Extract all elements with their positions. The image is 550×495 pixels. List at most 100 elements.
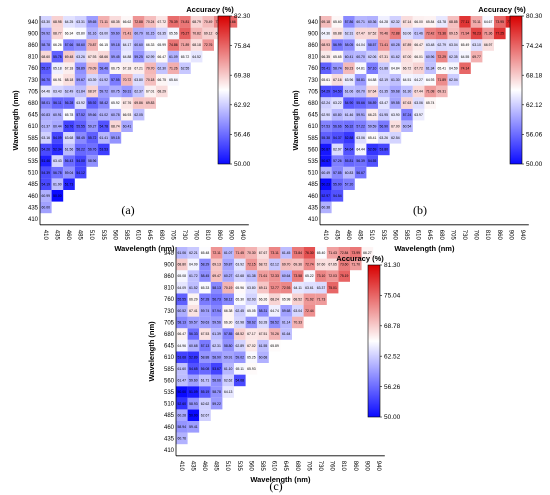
heatmap-cell bbox=[303, 305, 316, 317]
cell-value-label: 59.72 bbox=[100, 90, 109, 94]
heatmap-cell bbox=[412, 108, 425, 121]
heatmap-cell bbox=[234, 328, 246, 340]
heatmap-cell bbox=[40, 85, 52, 98]
cell-value-label: 66.29 bbox=[189, 297, 198, 301]
colorbar-tick-label: 68.78 bbox=[384, 323, 401, 330]
heatmap-cell bbox=[176, 328, 188, 340]
heatmap-cell bbox=[222, 328, 234, 340]
cell-value-label: 57.53 bbox=[322, 124, 331, 128]
cell-value-label: 61.30 bbox=[391, 78, 400, 82]
cell-value-label: 66.47 bbox=[158, 55, 167, 59]
heatmap-cell bbox=[401, 108, 413, 121]
y-tick-label: 680 bbox=[308, 101, 319, 107]
cell-value-label: 51.73 bbox=[65, 182, 74, 186]
cell-value-label: 67.41 bbox=[189, 309, 198, 313]
cell-value-label: 56.22 bbox=[76, 148, 85, 152]
heatmap-cell bbox=[187, 374, 200, 387]
cell-value-label: 67.18 bbox=[123, 66, 132, 70]
heatmap-cell bbox=[190, 50, 203, 63]
cell-value-label: 64.44 bbox=[356, 148, 365, 152]
heatmap-cell bbox=[74, 120, 87, 132]
cell-value-label: 61.30 bbox=[403, 90, 412, 94]
cell-value-label: 57.24 bbox=[403, 113, 412, 117]
heatmap-cell bbox=[378, 85, 390, 98]
cell-value-label: 67.93 bbox=[88, 55, 97, 59]
cell-value-label: 60.75 bbox=[111, 90, 120, 94]
heatmap-cell bbox=[389, 16, 402, 28]
cell-value-label: 71.45 bbox=[236, 251, 245, 255]
cell-value-label: 61.07 bbox=[224, 251, 233, 255]
cell-value-label: 67.14 bbox=[403, 20, 412, 24]
cell-value-label: 60.71 bbox=[356, 20, 365, 24]
cell-value-label: 64.67 bbox=[484, 20, 493, 24]
cell-value-label: 70.87 bbox=[88, 43, 97, 47]
heatmap-cell bbox=[156, 85, 168, 98]
heatmap-cell bbox=[63, 108, 75, 121]
heatmap-cell bbox=[389, 132, 402, 144]
cell-value-label: 65.49 bbox=[461, 43, 470, 47]
x-tick-label: 535 bbox=[236, 461, 242, 472]
heatmap-cell bbox=[176, 397, 188, 410]
heatmap-cell bbox=[320, 74, 332, 86]
cell-value-label: 64.13 bbox=[224, 390, 233, 394]
x-tick-label: 900 bbox=[227, 230, 233, 241]
cell-value-label: 67.47 bbox=[356, 32, 365, 36]
cell-value-label: 64.88 bbox=[123, 55, 132, 59]
cell-value-label: 58.74 bbox=[333, 66, 342, 70]
heatmap-cell bbox=[210, 339, 223, 352]
cell-value-label: 67.53 bbox=[201, 332, 210, 336]
heatmap-cell bbox=[245, 316, 258, 329]
cell-value-label: 71.94 bbox=[461, 32, 470, 36]
heatmap-cell bbox=[190, 16, 203, 28]
x-tick-label: 485 bbox=[213, 461, 219, 472]
heatmap-cell bbox=[389, 120, 402, 132]
heatmap-cell bbox=[187, 409, 200, 421]
heatmap-cell bbox=[63, 132, 75, 144]
heatmap-cell bbox=[121, 97, 133, 109]
colorbar-tick-label: 56.06 bbox=[526, 132, 543, 139]
cell-value-label: 58.78 bbox=[212, 390, 221, 394]
cell-value-label: 58.88 bbox=[201, 355, 210, 359]
heatmap-cell bbox=[436, 50, 448, 63]
cell-value-label: 59.31 bbox=[123, 90, 132, 94]
cell-value-label: 61.62 bbox=[391, 55, 400, 59]
cell-value-label: 61.10 bbox=[224, 367, 233, 371]
cell-value-label: 67.51 bbox=[259, 332, 268, 336]
x-tick-label: 940 bbox=[375, 461, 381, 472]
cell-value-label: 54.39 bbox=[42, 171, 51, 175]
heatmap-cell bbox=[447, 27, 460, 40]
heatmap-cell bbox=[331, 74, 344, 86]
colorbar-tick-label: 56.26 bbox=[384, 384, 401, 391]
heatmap-cell bbox=[257, 339, 269, 352]
heatmap-cell bbox=[303, 293, 316, 305]
y-tick-label: 680 bbox=[28, 101, 39, 107]
cell-value-label: 58.66 bbox=[212, 379, 221, 383]
heatmap-cell bbox=[199, 363, 211, 375]
cell-value-label: 55.90 bbox=[333, 182, 342, 186]
cell-value-label: 59.67 bbox=[76, 78, 85, 82]
heatmap-cell bbox=[354, 39, 367, 51]
cell-value-label: 59.74 bbox=[201, 309, 210, 313]
colorbar-tick-label: 50.00 bbox=[526, 161, 543, 168]
y-tick-label: 510 bbox=[164, 402, 175, 408]
heatmap-cell bbox=[121, 120, 133, 132]
heatmap-cell bbox=[199, 281, 211, 294]
cell-value-label: 61.15 bbox=[146, 32, 155, 36]
heatmap-cell bbox=[280, 293, 292, 305]
colorbar-tick-label: 75.04 bbox=[384, 293, 401, 300]
heatmap-cell bbox=[459, 27, 471, 40]
cell-value-label: 60.00 bbox=[42, 206, 51, 210]
cell-value-label: 58.13 bbox=[178, 321, 187, 325]
y-axis-label: Wavelength (nm) bbox=[147, 321, 156, 382]
cell-value-label: 57.20 bbox=[345, 182, 354, 186]
cell-value-label: 65.74 bbox=[426, 101, 435, 105]
cell-value-label: 57.26 bbox=[333, 159, 342, 163]
heatmap-cell bbox=[320, 143, 332, 156]
heatmap-cell bbox=[132, 39, 145, 51]
heatmap-cell bbox=[199, 328, 211, 340]
y-tick-label: 485 bbox=[28, 182, 39, 188]
y-tick-label: 435 bbox=[164, 436, 175, 442]
cell-value-label: 62.99 bbox=[146, 55, 155, 59]
y-tick-label: 940 bbox=[308, 20, 319, 26]
x-tick-label: 610 bbox=[271, 461, 277, 472]
